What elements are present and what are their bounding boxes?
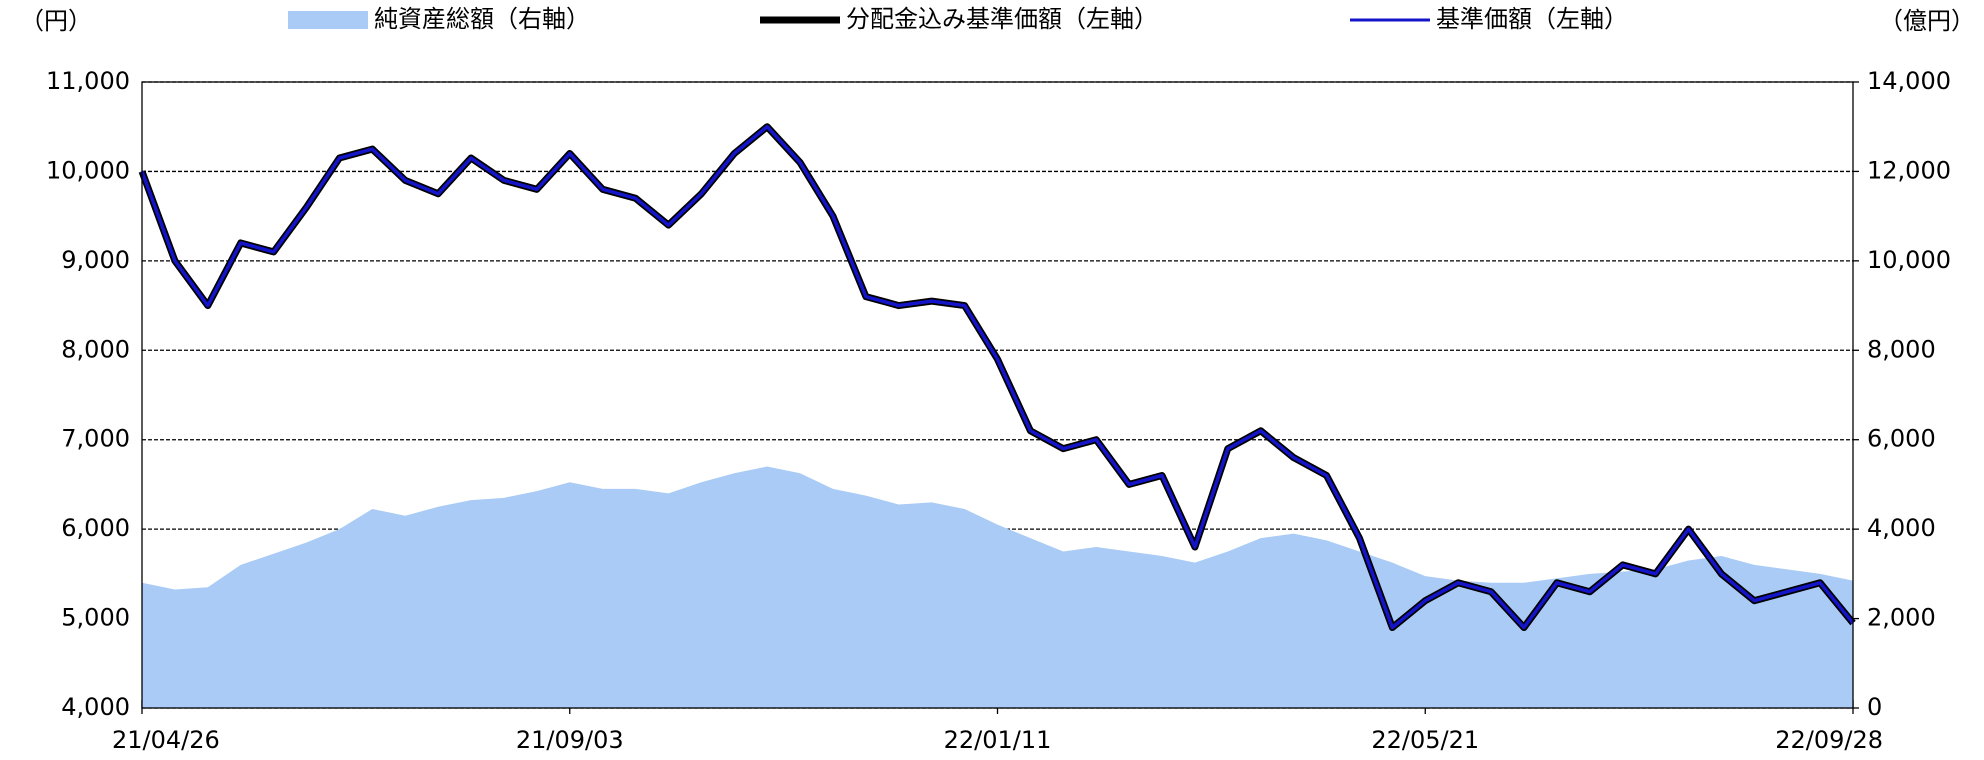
y-tick-label: 4,000 (61, 693, 130, 721)
area (142, 466, 1853, 708)
x-tick-label: 21/04/26 (112, 726, 220, 754)
y2-tick-label: 12,000 (1867, 156, 1951, 184)
legend-label: 基準価額（左軸） (1436, 5, 1628, 33)
y-tick-label: 11,000 (46, 67, 130, 95)
y-tick-label: 6,000 (61, 514, 130, 542)
y-tick-label: 7,000 (61, 425, 130, 453)
y-tick-label: 9,000 (61, 246, 130, 274)
legend-swatch (288, 11, 368, 29)
y-tick-label: 10,000 (46, 156, 130, 184)
y2-tick-label: 14,000 (1867, 67, 1951, 95)
y-tick-label: 8,000 (61, 335, 130, 363)
y-axis-label: （円） (20, 7, 92, 35)
y2-tick-label: 0 (1867, 693, 1882, 721)
x-tick-label: 22/05/21 (1371, 726, 1479, 754)
y2-tick-label: 6,000 (1867, 425, 1936, 453)
y2-axis-label: （億円） (1879, 7, 1975, 35)
plot-frame (141, 81, 1854, 709)
x-tick-label: 22/01/11 (944, 726, 1052, 754)
legend-label: 純資産総額（右軸） (374, 5, 590, 33)
y2-tick-label: 10,000 (1867, 246, 1951, 274)
y2-tick-label: 4,000 (1867, 514, 1936, 542)
x-tick-label: 22/09/28 (1775, 726, 1883, 754)
y-tick-label: 5,000 (61, 604, 130, 632)
y2-tick-label: 8,000 (1867, 335, 1936, 363)
y2-tick-label: 2,000 (1867, 604, 1936, 632)
legend-label: 分配金込み基準価額（左軸） (846, 5, 1158, 33)
line (140, 124, 1855, 630)
x-tick-label: 21/09/03 (516, 726, 624, 754)
